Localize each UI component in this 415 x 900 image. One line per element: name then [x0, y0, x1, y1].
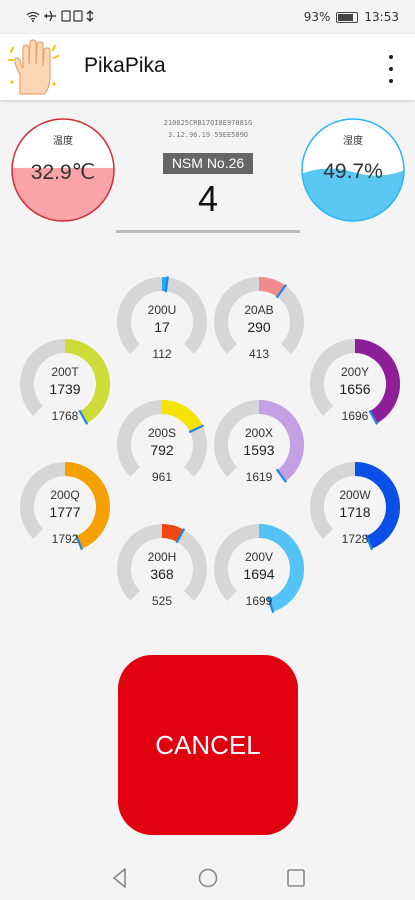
gauge-value: 1739 [49, 381, 81, 397]
gauge-needle [267, 597, 275, 614]
humidity-indicator: 湿度 49.7% [301, 118, 405, 222]
gauge-200w: 200W 1718 1728 [308, 460, 402, 554]
gauge-value: 1718 [339, 504, 371, 520]
gauge-fill [64, 462, 110, 549]
temperature-label: 温度 [53, 136, 73, 147]
humidity-value: 49.7% [323, 160, 383, 183]
nsm-number: 4 [197, 178, 219, 219]
divider [116, 230, 300, 233]
status-right: 93% 13:53 [304, 10, 399, 24]
gauge-value: 368 [150, 566, 174, 582]
gauge-name: 200W [339, 488, 371, 502]
gauge-needle [275, 468, 287, 483]
app-bar: PikaPika [0, 34, 415, 100]
gauge-name: 200V [244, 550, 274, 564]
gauge-track [214, 277, 304, 354]
gauge-value: 792 [150, 442, 174, 458]
gauge-sub: 525 [151, 594, 173, 608]
gauge-fill [258, 400, 304, 482]
gauge-needle [368, 409, 379, 425]
battery-percent: 93% [303, 10, 331, 24]
gauge-fill [161, 524, 184, 543]
device-id-line1: 210825CRB17QI8E97881G [163, 119, 253, 127]
gauge-sub: 961 [151, 470, 173, 484]
gauge-sub: 1619 [245, 470, 273, 484]
gauge-name: 20AB [244, 303, 274, 317]
gauge-needle [365, 534, 373, 551]
cancel-button[interactable]: CANCEL [118, 655, 298, 835]
status-bar: 93% 13:53 [0, 0, 415, 34]
gauge-sub: 1728 [341, 532, 369, 546]
gauge-name: 200S [147, 426, 177, 440]
gauge-sub: 1699 [245, 594, 273, 608]
gauge-200y: 200Y 1656 1696 [308, 337, 402, 431]
temperature-value: 32.9℃ [30, 161, 96, 184]
app-title: PikaPika [84, 54, 166, 77]
clock: 13:53 [364, 10, 399, 24]
temperature-indicator: 温度 32.9℃ [11, 118, 115, 222]
gauge-value: 1777 [49, 504, 81, 520]
back-icon[interactable] [105, 864, 135, 892]
gauge-200u: 200U 17 112 [115, 275, 209, 369]
gauge-needle [75, 534, 83, 551]
gauge-20ab: 20AB 290 413 [212, 275, 306, 369]
gauge-sub: 1696 [341, 409, 369, 423]
gauge-name: 200X [244, 426, 274, 440]
gauge-200h: 200H 368 525 [115, 522, 209, 616]
gauge-needle [275, 284, 287, 299]
gauge-200t: 200T 1739 1768 [18, 337, 112, 431]
gauge-fill [258, 524, 304, 612]
gauge-needle [78, 409, 89, 425]
battery-icon [336, 11, 359, 23]
navigation-bar [0, 856, 415, 900]
gauge-fill [258, 277, 286, 298]
status-left-icons [26, 10, 94, 22]
gauge-200q: 200Q 1777 1792 [18, 460, 112, 554]
gauge-value: 1694 [243, 566, 275, 582]
gauge-fill [354, 462, 400, 549]
gauge-name: 200Y [340, 365, 370, 379]
humidity-fill [302, 168, 404, 221]
gauge-fill [161, 400, 203, 433]
gauge-sub: 112 [152, 347, 172, 361]
gauge-needle [164, 276, 169, 293]
gauge-name: 200T [51, 365, 79, 379]
gauge-sub: 413 [248, 347, 270, 361]
gauge-needle [188, 424, 205, 434]
humidity-label: 湿度 [343, 136, 363, 147]
gauge-sub: 1792 [51, 532, 79, 546]
gauge-value: 1656 [339, 381, 371, 397]
gauge-fill [354, 339, 400, 424]
device-id-line2: 3.12.96.19 59EE589O [167, 131, 249, 139]
gauge-200x: 200X 1593 1619 [212, 398, 306, 492]
gauge-name: 200H [147, 550, 177, 564]
gauge-name: 200U [147, 303, 177, 317]
gauge-fill [64, 339, 110, 424]
gauge-needle [175, 528, 186, 544]
gauge-track [117, 524, 207, 601]
gauge-200s: 200S 792 961 [115, 398, 209, 492]
gauge-200v: 200V 1694 1699 [212, 522, 306, 616]
home-icon[interactable] [193, 864, 223, 892]
recents-icon[interactable] [281, 864, 311, 892]
gauge-value: 17 [154, 319, 170, 335]
gauge-sub: 1768 [51, 409, 79, 423]
raised-hand-icon [6, 38, 62, 96]
gauge-value: 290 [247, 319, 271, 335]
nsm-label: NSM No.26 [163, 153, 253, 174]
gauge-name: 200Q [50, 488, 80, 502]
status-icons [26, 10, 114, 25]
more-vert-icon[interactable] [383, 53, 399, 85]
gauge-value: 1593 [243, 442, 275, 458]
